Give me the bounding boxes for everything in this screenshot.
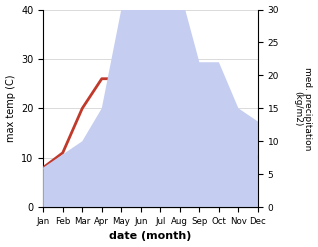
Y-axis label: max temp (C): max temp (C) [5, 75, 16, 142]
Y-axis label: med. precipitation
(kg/m2): med. precipitation (kg/m2) [293, 67, 313, 150]
X-axis label: date (month): date (month) [109, 231, 192, 242]
